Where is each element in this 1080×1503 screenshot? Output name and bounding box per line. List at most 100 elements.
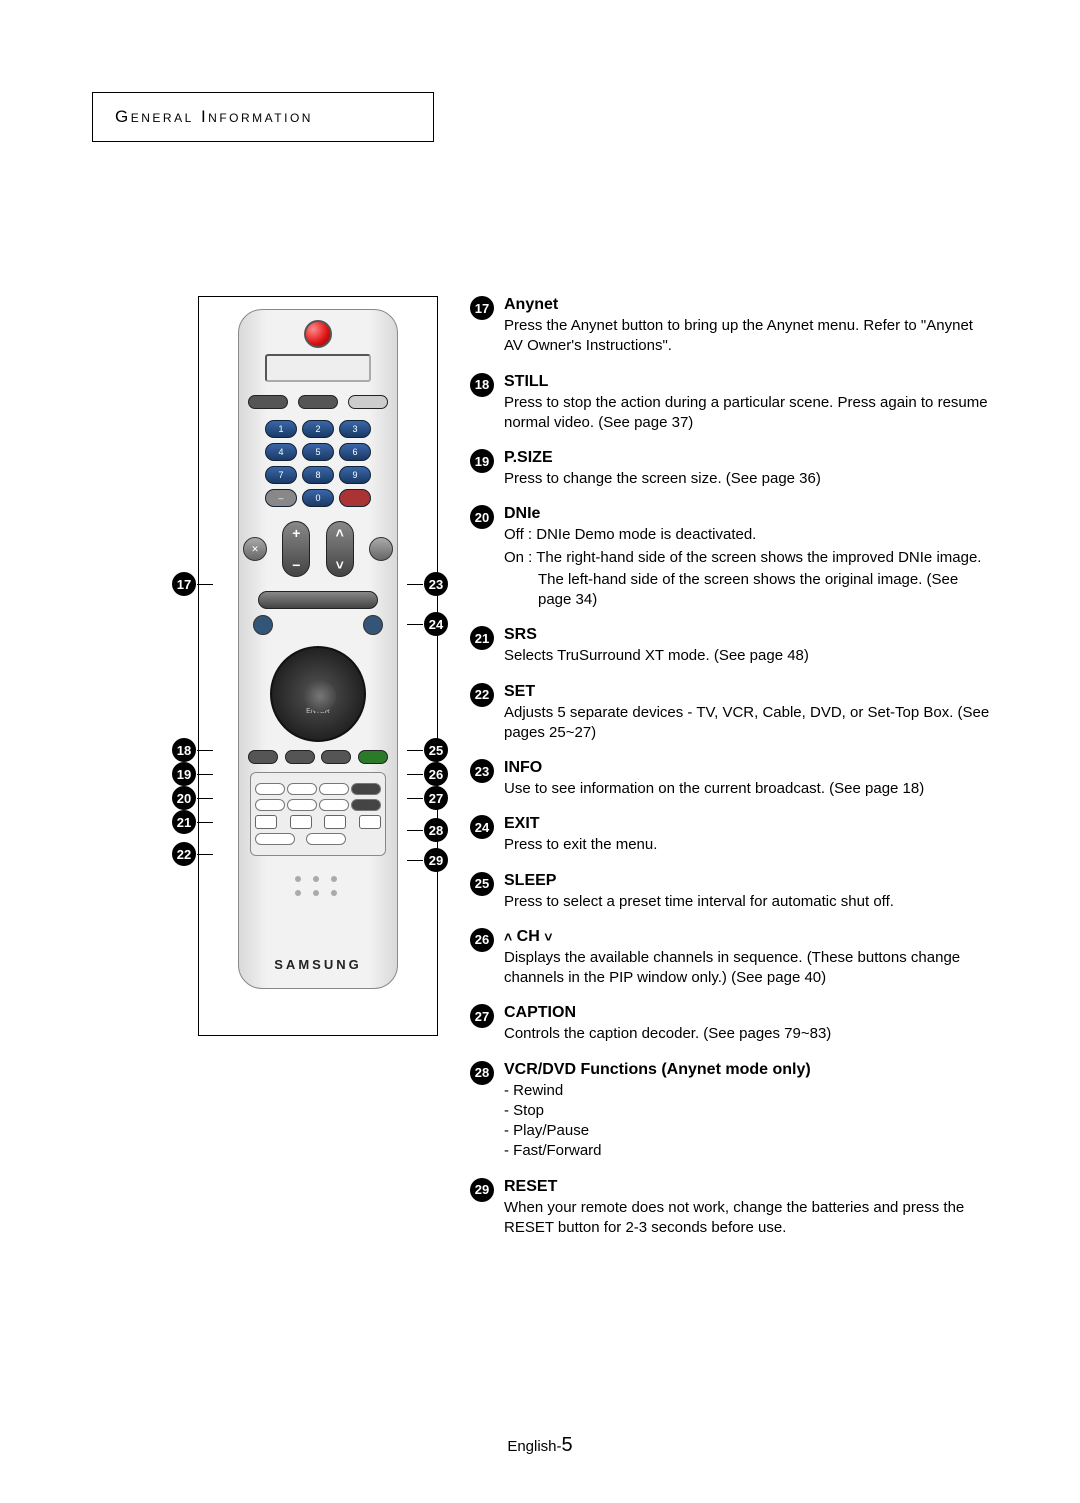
num-1: 1 (265, 420, 297, 438)
item-number: 25 (470, 872, 494, 896)
number-pad: 1 2 3 4 5 6 7 8 9 – 0 (265, 420, 371, 507)
item-desc: Press the Anynet button to bring up the … (504, 316, 990, 357)
item-29: 29RESETWhen your remote does not work, c… (470, 1178, 990, 1239)
nav-pad: ENTER (270, 646, 366, 742)
callout-26: 26 (424, 762, 448, 786)
item-desc: When your remote does not work, change t… (504, 1198, 990, 1239)
item-25: 25 SLEEPPress to select a preset time int… (470, 872, 990, 912)
num-8: 8 (302, 466, 334, 484)
item-27: 27CAPTIONControls the caption decoder. (… (470, 1004, 990, 1044)
item-desc: Press to stop the action during a partic… (504, 393, 990, 434)
stop-button (290, 815, 312, 829)
pip-button (358, 750, 388, 764)
item-title: P.SIZE (504, 449, 990, 467)
item-number: 22 (470, 683, 494, 707)
item-number: 24 (470, 815, 494, 839)
item-number: 23 (470, 759, 494, 783)
item-body: P.SIZE Press to change the screen size. (… (504, 449, 990, 489)
item-28: 28VCR/DVD Functions (Anynet mode only)- … (470, 1061, 990, 1162)
callout-20: 20 (172, 786, 196, 810)
item-20: 20DNIeOff : DNIe Demo mode is deactivate… (470, 505, 990, 610)
mode-button (348, 395, 388, 409)
item-title: SLEEP (504, 872, 990, 890)
content-area: 17181920212223242526272829 1 2 3 4 5 6 7 (180, 296, 990, 1254)
callout-28: 28 (424, 818, 448, 842)
item-body: DNIe Off : DNIe Demo mode is deactivated.… (504, 505, 990, 610)
item-list-entry: - Fast/Forward (504, 1141, 990, 1161)
item-title: ˄ CH ˅ (504, 928, 990, 946)
num-7: 7 (265, 466, 297, 484)
item-18: 18STILLPress to stop the action during a… (470, 373, 990, 434)
item-body: EXIT Press to exit the menu. (504, 815, 990, 855)
callout-22: 22 (172, 842, 196, 866)
antenna-button (248, 395, 288, 409)
callout-29: 29 (424, 848, 448, 872)
item-title: DNIe (504, 505, 990, 523)
pre-ch-button (339, 489, 371, 507)
item-desc: Adjusts 5 separate devices - TV, VCR, Ca… (504, 703, 990, 744)
ch-down-button (351, 799, 381, 811)
reset-button (306, 833, 346, 845)
item-desc: Displays the available channels in seque… (504, 948, 990, 989)
item-title: SRS (504, 626, 990, 644)
item-desc: Controls the caption decoder. (See pages… (504, 1024, 990, 1044)
item-desc: Press to change the screen size. (See pa… (504, 469, 990, 489)
brand-logo: SAMSUNG (239, 957, 397, 972)
item-desc-extra: The left-hand side of the screen shows t… (504, 570, 990, 611)
item-body: RESETWhen your remote does not work, cha… (504, 1178, 990, 1239)
item-23: 23 INFOUse to see information on the curr… (470, 759, 990, 799)
enter-label: ENTER (272, 708, 364, 715)
exit-button (363, 615, 383, 635)
callout-21: 21 (172, 810, 196, 834)
item-desc-extra: On : The right-hand side of the screen s… (504, 548, 990, 568)
num-0: 0 (302, 489, 334, 507)
descriptions-column: 17AnynetPress the Anynet button to bring… (470, 296, 990, 1254)
item-number: 18 (470, 373, 494, 397)
footer-page: 5 (562, 1434, 573, 1456)
item-desc: Selects TruSurround XT mode. (See page 4… (504, 646, 990, 666)
num-9: 9 (339, 466, 371, 484)
page-footer: English-5 (0, 1434, 1080, 1457)
mute-button: ✕ (243, 537, 267, 561)
num-5: 5 (302, 443, 334, 461)
rewind-button (255, 815, 277, 829)
item-body: SRS Selects TruSurround XT mode. (See pag… (504, 626, 990, 666)
item-title: SET (504, 683, 990, 701)
power-button (304, 320, 332, 348)
play-pause-button (324, 815, 346, 829)
item-body: SET Adjusts 5 separate devices - TV, VCR,… (504, 683, 990, 744)
item-body: SLEEPPress to select a preset time inter… (504, 872, 990, 912)
source-button (369, 537, 393, 561)
item-number: 19 (470, 449, 494, 473)
item-desc: Off : DNIe Demo mode is deactivated. (504, 525, 990, 545)
remote-body: 1 2 3 4 5 6 7 8 9 – 0 ✕ +− ˄˅ (238, 309, 398, 989)
item-21: 21SRSSelects TruSurround XT mode. (See p… (470, 626, 990, 666)
set-button (255, 833, 295, 845)
item-title: EXIT (504, 815, 990, 833)
mts-button (321, 750, 351, 764)
item-list-entry: - Play/Pause (504, 1121, 990, 1141)
item-body: Anynet Press the Anynet button to bring u… (504, 296, 990, 357)
dash-button: – (265, 489, 297, 507)
decorative-dots (295, 876, 341, 896)
item-title: CAPTION (504, 1004, 990, 1022)
num-6: 6 (339, 443, 371, 461)
item-body: INFOUse to see information on the curren… (504, 759, 990, 799)
dnie-button (255, 799, 285, 811)
caption-button (319, 799, 349, 811)
srs-button (287, 799, 317, 811)
item-number: 26 (470, 928, 494, 952)
num-2: 2 (302, 420, 334, 438)
callout-25: 25 (424, 738, 448, 762)
chlist-button (285, 750, 315, 764)
favch-button (248, 750, 278, 764)
item-title: VCR/DVD Functions (Anynet mode only) (504, 1061, 990, 1079)
item-body: ˄ CH ˅ Displays the available channels in… (504, 928, 990, 989)
item-desc: Use to see information on the current br… (504, 779, 990, 799)
num-4: 4 (265, 443, 297, 461)
callout-18: 18 (172, 738, 196, 762)
item-title: Anynet (504, 296, 990, 314)
item-17: 17AnynetPress the Anynet button to bring… (470, 296, 990, 357)
item-desc: Press to exit the menu. (504, 835, 990, 855)
num-3: 3 (339, 420, 371, 438)
